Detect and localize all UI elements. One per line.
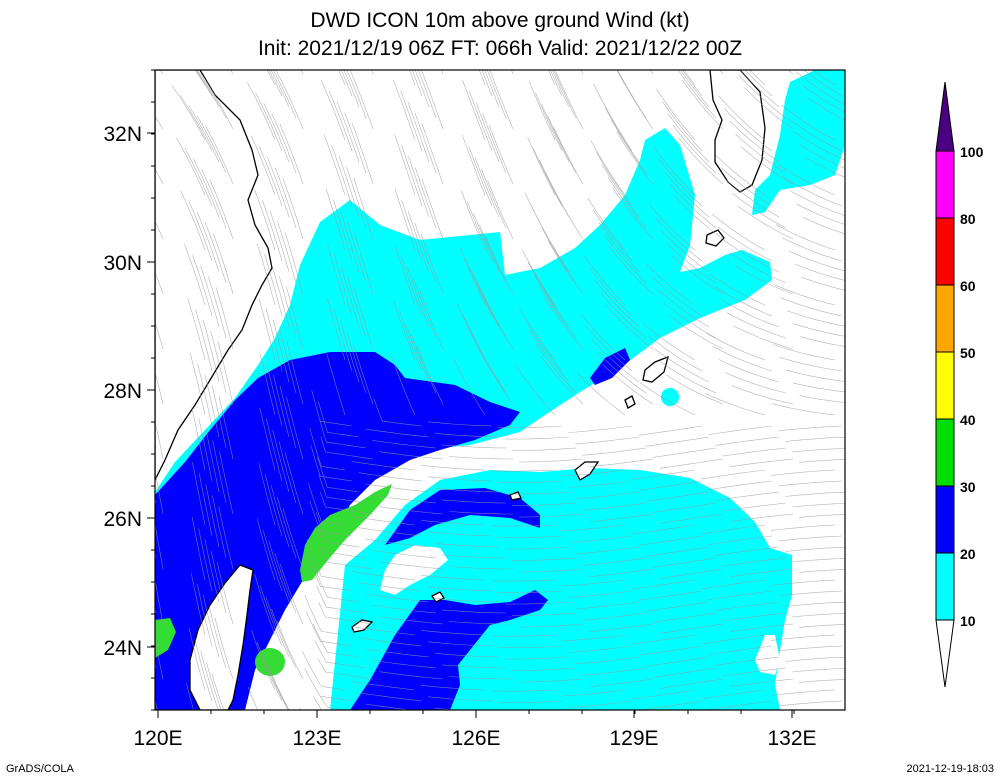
taiwan-landmass xyxy=(189,564,254,710)
island-yonaguni xyxy=(431,591,445,603)
wind-20-30-patch xyxy=(590,348,630,385)
lat-tick-label: 24N xyxy=(103,637,142,660)
wind-10-20-patch-small xyxy=(661,388,679,406)
colorbar-segment xyxy=(935,217,955,286)
lon-tick-label: 123E xyxy=(292,727,341,750)
colorbar-label: 80 xyxy=(960,211,976,227)
colorbar-segment-below-10 xyxy=(935,619,955,688)
lon-tick-label: 132E xyxy=(767,727,816,750)
footer-right: 2021-12-19-18:03 xyxy=(906,763,994,775)
wind-10-20-region-northeast xyxy=(752,70,845,215)
longitude-axis: 120E 123E 126E 129E 132E xyxy=(133,710,817,750)
wind-20-30-jet-east xyxy=(385,488,540,545)
colorbar-label: 60 xyxy=(960,278,976,294)
island-nakanoshima xyxy=(624,395,636,409)
colorbar-segment xyxy=(935,150,955,219)
lat-tick-label: 28N xyxy=(103,380,142,403)
colorbar-segment-above-100 xyxy=(935,81,955,152)
wind-30-40-patch-east-of-taiwan xyxy=(300,484,392,582)
colorbar-label: 40 xyxy=(960,412,976,428)
colorbar-label: 30 xyxy=(960,479,976,495)
colorbar-segment xyxy=(935,485,955,554)
colorbar-label: 10 xyxy=(960,613,976,629)
footer-left: GrADS/COLA xyxy=(6,763,74,775)
kyushu-landmass xyxy=(709,70,766,193)
colorbar-segment xyxy=(935,351,955,420)
wind-10-20-region-north xyxy=(155,128,772,610)
island-amami xyxy=(642,355,669,383)
colorbar: 10 20 30 40 50 60 80 100 xyxy=(935,81,984,688)
streamline-set xyxy=(155,70,845,710)
colorbar-label: 20 xyxy=(960,546,976,562)
streamlines xyxy=(155,70,845,710)
colorbar-label: 100 xyxy=(960,144,984,160)
colorbar-segment xyxy=(935,418,955,487)
colorbar-label: 50 xyxy=(960,345,976,361)
map-title: DWD ICON 10m above ground Wind (kt) xyxy=(310,9,690,32)
wind-20-30-region-south xyxy=(350,590,548,710)
map-subtitle: Init: 2021/12/19 06Z FT: 066h Valid: 202… xyxy=(257,37,743,60)
lon-tick-label: 129E xyxy=(609,727,658,750)
colorbar-segment xyxy=(935,552,955,621)
colorbar-segment xyxy=(935,284,955,353)
map-area xyxy=(155,70,845,710)
latitude-axis: 32N 30N 28N 26N 24N xyxy=(103,69,155,711)
lon-tick-label: 120E xyxy=(133,727,182,750)
calm-hole-southeast xyxy=(755,635,780,675)
lat-tick-label: 26N xyxy=(103,508,142,531)
lon-tick-label: 126E xyxy=(451,727,500,750)
island-yakushima xyxy=(705,229,725,247)
lat-tick-label: 32N xyxy=(103,123,142,146)
wind-30-40-patch-west xyxy=(155,618,176,658)
lat-tick-label: 30N xyxy=(103,252,142,275)
wind-30-40-patch-south xyxy=(255,648,285,676)
